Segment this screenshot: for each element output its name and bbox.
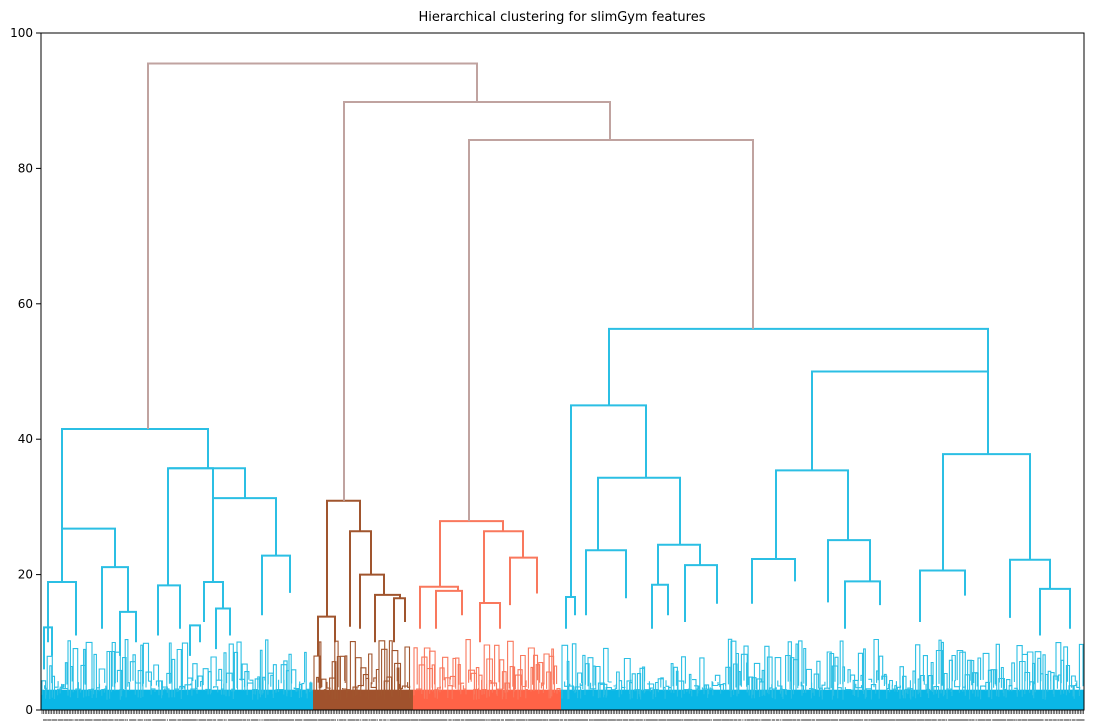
cluster-2-link-2 [359, 573, 385, 629]
cluster-2-link-3 [374, 593, 401, 643]
y-tick-label: 0 [25, 703, 33, 717]
y-tick-label: 80 [18, 161, 33, 175]
plot-frame [40, 32, 1085, 711]
cluster-1-link-13 [215, 607, 231, 650]
y-tick-label: 60 [18, 297, 33, 311]
x-tick-marks [41, 710, 1084, 714]
y-tick-label: 40 [18, 432, 33, 446]
leaf-texture-cluster_3 [413, 639, 561, 710]
leaf-texture-cluster_1 [41, 639, 313, 710]
leaf-links [41, 639, 313, 700]
cluster-4-link-10 [919, 569, 966, 622]
cluster-4-link-3 [597, 476, 681, 551]
leaf-band [313, 689, 413, 710]
cluster-4-link-8 [751, 558, 796, 604]
cluster-4-link-13 [651, 583, 669, 629]
cluster-4-link-5 [942, 453, 1031, 571]
cluster-4-link-9 [827, 539, 871, 603]
leaf-layer [41, 638, 1084, 710]
cluster-4-link-2 [811, 370, 989, 471]
leaf-links [313, 640, 411, 700]
y-tick-label: 20 [18, 568, 33, 582]
leaf-texture-cluster_2 [313, 640, 413, 710]
cluster-4-link-12 [684, 564, 718, 622]
cluster-2-link-4 [393, 597, 406, 643]
leaf-band [413, 689, 561, 710]
top-link-2 [147, 62, 478, 430]
leaf-links [413, 639, 561, 700]
cluster-3-link-5 [479, 602, 501, 643]
cluster-4-link-6 [657, 543, 701, 585]
cluster-1-link-14 [189, 624, 201, 656]
cluster-4-link-7 [585, 549, 627, 616]
cluster-4-link-0 [608, 327, 989, 406]
cluster-1-link-11 [43, 626, 53, 670]
cluster-1-link-9 [261, 554, 291, 616]
y-tick-label: 100 [10, 26, 33, 40]
cluster-4-link-16 [565, 595, 576, 629]
cluster-2-link-1 [349, 530, 372, 627]
cluster-3-link-3 [419, 585, 459, 629]
cluster-1-link-1 [61, 527, 116, 583]
cluster-3-link-2 [509, 556, 538, 606]
cluster-3-link-4 [435, 589, 463, 629]
cluster-3-link-1 [483, 530, 524, 604]
cluster-4-link-15 [844, 580, 881, 629]
cluster-1-link-8 [169, 467, 246, 499]
cluster-1-link-12 [119, 610, 137, 656]
cluster-2-link-5 [317, 615, 336, 656]
cluster-4-link-4 [775, 469, 849, 560]
cluster-3-link-0 [439, 520, 504, 587]
link-layer [43, 62, 1071, 670]
cluster-4-link-1 [570, 404, 647, 597]
cluster-4-link-14 [1039, 587, 1071, 636]
leaf-links [561, 638, 1084, 700]
chart-title: Hierarchical clustering for slimGym feat… [419, 10, 706, 25]
cluster-1-link-10 [61, 428, 209, 529]
leaf-texture-cluster_4 [561, 638, 1084, 710]
cluster-1-link-2 [101, 566, 129, 629]
axis-layer: 0 20 40 60 80 100 [10, 26, 1085, 721]
leaf-band [41, 689, 313, 710]
cluster-4-link-11 [1009, 558, 1051, 618]
